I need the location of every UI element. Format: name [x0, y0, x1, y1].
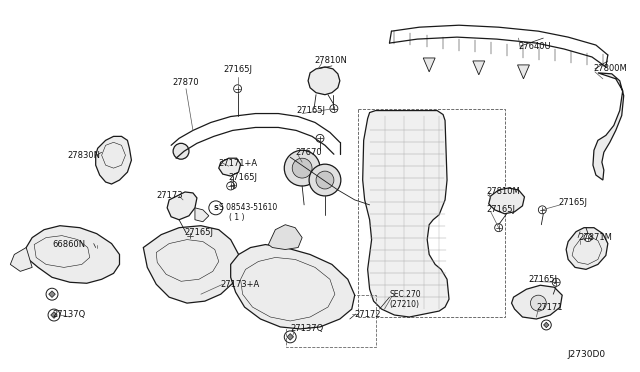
Text: 27172: 27172 — [355, 310, 381, 318]
Polygon shape — [96, 137, 131, 184]
Circle shape — [173, 143, 189, 159]
Text: S 08543-51610: S 08543-51610 — [219, 203, 277, 212]
Circle shape — [584, 234, 592, 241]
Text: ( 1 ): ( 1 ) — [228, 213, 244, 222]
Text: 27830N: 27830N — [67, 151, 100, 160]
Text: S: S — [213, 205, 218, 211]
Circle shape — [531, 295, 547, 311]
Circle shape — [46, 288, 58, 300]
Bar — [358, 109, 504, 317]
Polygon shape — [49, 291, 55, 298]
Text: J2730D0: J2730D0 — [568, 350, 606, 359]
Circle shape — [284, 331, 296, 343]
Circle shape — [538, 206, 547, 214]
Text: 27670: 27670 — [295, 148, 322, 157]
Circle shape — [330, 105, 338, 113]
Circle shape — [228, 181, 237, 189]
Polygon shape — [543, 322, 549, 328]
Polygon shape — [268, 225, 302, 250]
Polygon shape — [518, 65, 529, 79]
Circle shape — [292, 158, 312, 178]
Polygon shape — [167, 192, 197, 220]
Text: 27810N: 27810N — [314, 57, 347, 65]
Text: SEC.270: SEC.270 — [390, 290, 421, 299]
Polygon shape — [566, 228, 608, 269]
Text: 27165J: 27165J — [223, 65, 252, 74]
Text: 66860N: 66860N — [52, 240, 85, 249]
Polygon shape — [363, 110, 449, 317]
Circle shape — [316, 171, 334, 189]
Circle shape — [234, 85, 241, 93]
Polygon shape — [219, 158, 241, 176]
Text: 27173+A: 27173+A — [221, 280, 260, 289]
Circle shape — [227, 182, 235, 190]
Circle shape — [284, 150, 320, 186]
Polygon shape — [195, 208, 209, 222]
Polygon shape — [489, 188, 524, 214]
Text: 27165J: 27165J — [228, 173, 258, 182]
Circle shape — [48, 309, 60, 321]
Bar — [286, 295, 376, 347]
Text: 27165J: 27165J — [296, 106, 325, 115]
Polygon shape — [26, 226, 120, 283]
Polygon shape — [51, 312, 57, 318]
Polygon shape — [143, 226, 239, 303]
Polygon shape — [511, 285, 562, 319]
Text: 27165J: 27165J — [184, 228, 213, 237]
Text: 27810M: 27810M — [487, 187, 520, 196]
Text: 27137Q: 27137Q — [52, 310, 85, 318]
Text: 27137Q: 27137Q — [290, 324, 323, 333]
Text: 27165J: 27165J — [558, 198, 588, 207]
Text: 27165J: 27165J — [529, 275, 557, 284]
Text: 27171+A: 27171+A — [219, 159, 258, 168]
Polygon shape — [10, 247, 32, 271]
Polygon shape — [287, 334, 294, 340]
Circle shape — [552, 278, 560, 286]
Polygon shape — [308, 67, 340, 95]
Polygon shape — [473, 61, 484, 75]
Circle shape — [186, 232, 194, 240]
Text: 27173: 27173 — [156, 192, 183, 201]
Polygon shape — [423, 58, 435, 72]
Circle shape — [541, 320, 551, 330]
Text: 27871M: 27871M — [578, 233, 612, 242]
Circle shape — [316, 134, 324, 142]
Circle shape — [309, 164, 341, 196]
Text: 27800M: 27800M — [593, 64, 627, 73]
Circle shape — [495, 224, 502, 232]
Text: (27210): (27210) — [390, 299, 419, 309]
Text: 27165J: 27165J — [487, 205, 516, 214]
Text: 27171: 27171 — [536, 302, 563, 312]
Polygon shape — [593, 73, 624, 180]
Text: 27640U: 27640U — [518, 42, 551, 51]
Polygon shape — [230, 244, 355, 329]
Text: 27870: 27870 — [173, 78, 199, 87]
